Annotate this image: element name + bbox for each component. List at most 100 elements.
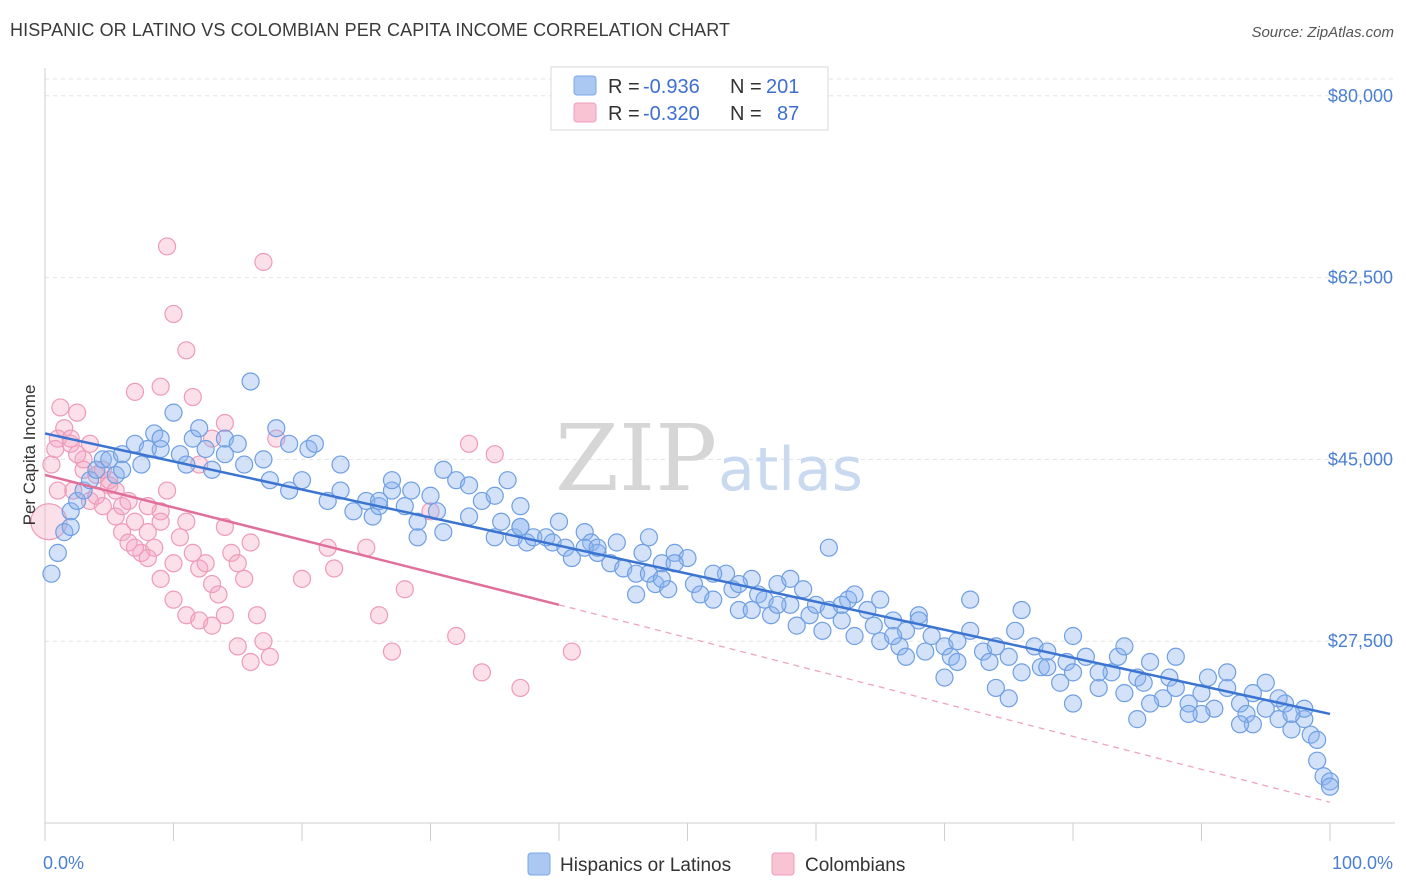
hispanic-point <box>1140 652 1160 672</box>
y-tick-label: $62,500 <box>1328 268 1393 288</box>
y-axis-label: Per Capita Income <box>20 385 39 526</box>
colombian-point <box>247 606 267 625</box>
colombian-point <box>183 387 202 407</box>
colombian-point <box>241 652 260 672</box>
hispanic-point <box>196 439 215 459</box>
hispanic-point <box>1179 704 1198 724</box>
colombian-point <box>157 237 177 256</box>
hispanic-point <box>980 652 999 672</box>
hispanic-point <box>344 502 363 521</box>
hispanic-point <box>1063 694 1083 713</box>
colombian-point <box>196 554 215 573</box>
hispanic-point <box>1115 637 1134 656</box>
hispanic-point <box>382 471 402 490</box>
legend-n-value-2: 87 <box>777 103 799 125</box>
x-tick-label-start: 0.0% <box>43 853 84 873</box>
legend-bottom: Hispanics or Latinos Colombians <box>527 852 905 876</box>
watermark: ZIP atlas <box>555 405 863 512</box>
hispanic-point <box>254 450 273 469</box>
legend-n-value-1: 201 <box>766 76 799 98</box>
colombian-point <box>254 252 273 272</box>
y-tick-label: $45,000 <box>1328 449 1393 469</box>
colombian-point <box>395 580 414 599</box>
hispanic-point <box>112 460 132 479</box>
colombian-point <box>106 507 125 526</box>
hispanic-point <box>768 595 787 614</box>
colombian-point <box>241 533 260 552</box>
colombian-point <box>325 559 344 578</box>
hispanic-point <box>626 564 646 583</box>
legend-r-label-2: R = <box>608 103 640 125</box>
hispanic-point <box>292 471 312 490</box>
hispanic-point <box>1038 658 1057 677</box>
hispanic-point <box>845 626 864 646</box>
colombian-point <box>42 455 61 474</box>
colombian-point <box>459 434 479 453</box>
hispanic-point <box>1051 673 1070 692</box>
trend-lines <box>44 432 1331 803</box>
hispanic-point <box>1198 668 1218 687</box>
colombian-point <box>292 569 312 588</box>
hispanic-point <box>61 502 80 521</box>
chart-title: HISPANIC OR LATINO VS COLOMBIAN PER CAPI… <box>10 20 731 40</box>
bottom-legend-swatch-colombian <box>771 852 795 876</box>
hispanic-point <box>164 403 183 422</box>
colombian-point <box>125 538 145 557</box>
hispanic-point <box>986 678 1006 698</box>
hispanic-point <box>241 372 260 391</box>
colombian-point <box>151 377 170 396</box>
hispanic-point <box>382 481 402 500</box>
colombian-point <box>202 574 222 594</box>
hispanic-point <box>575 523 594 542</box>
colombian-point <box>209 585 228 604</box>
colombian-point <box>151 569 170 588</box>
colombian-point <box>228 554 247 573</box>
hispanic-point <box>434 460 453 479</box>
colombian-point <box>145 538 164 557</box>
hispanic-point <box>633 543 652 562</box>
colombian-point <box>202 616 222 635</box>
hispanic-point <box>761 606 781 625</box>
hispanic-point <box>864 616 883 635</box>
hispanic-point <box>402 481 421 500</box>
colombian-point <box>157 481 177 500</box>
hispanic-point <box>61 517 80 537</box>
hispanic-point <box>1031 658 1050 677</box>
hispanic-point <box>485 486 504 505</box>
hispanic-point <box>832 611 851 630</box>
colombian-trend-extension <box>558 604 1331 803</box>
colombian-point <box>447 626 466 646</box>
hispanic-point <box>787 616 806 635</box>
legend-r-value-2: -0.320 <box>643 103 700 125</box>
hispanic-point <box>492 512 511 531</box>
bottom-legend-label-hispanic: Hispanics or Latinos <box>560 855 731 876</box>
hispanic-point <box>1089 663 1108 682</box>
colombian-point <box>382 642 402 661</box>
axes <box>44 68 1395 841</box>
y-tick-label: $27,500 <box>1328 631 1393 651</box>
hispanic-point <box>999 689 1018 708</box>
hispanic-point <box>1166 647 1185 666</box>
hispanic-point <box>1192 704 1211 724</box>
bottom-legend-swatch-hispanic <box>527 852 551 876</box>
hispanic-point <box>845 585 864 604</box>
legend-r-label-1: R = <box>608 76 640 98</box>
hispanic-point <box>1140 694 1160 713</box>
hispanic-point <box>1063 626 1083 646</box>
hispanic-point <box>235 455 254 474</box>
hispanic-point <box>363 507 382 526</box>
hispanic-point <box>1063 663 1083 682</box>
hispanic-point <box>916 642 935 661</box>
hispanic-point <box>704 590 723 609</box>
x-tick-label-end: 100.0% <box>1332 853 1393 873</box>
hispanic-point <box>511 517 530 537</box>
legend-swatch-hispanic <box>573 75 597 96</box>
colombian-point <box>112 523 132 542</box>
watermark-zip: ZIP <box>555 405 717 512</box>
hispanic-point <box>305 434 324 453</box>
colombian-point <box>51 398 70 417</box>
hispanic-point <box>1320 772 1340 791</box>
hispanic-point <box>1128 710 1147 729</box>
hispanic-point <box>948 652 967 672</box>
